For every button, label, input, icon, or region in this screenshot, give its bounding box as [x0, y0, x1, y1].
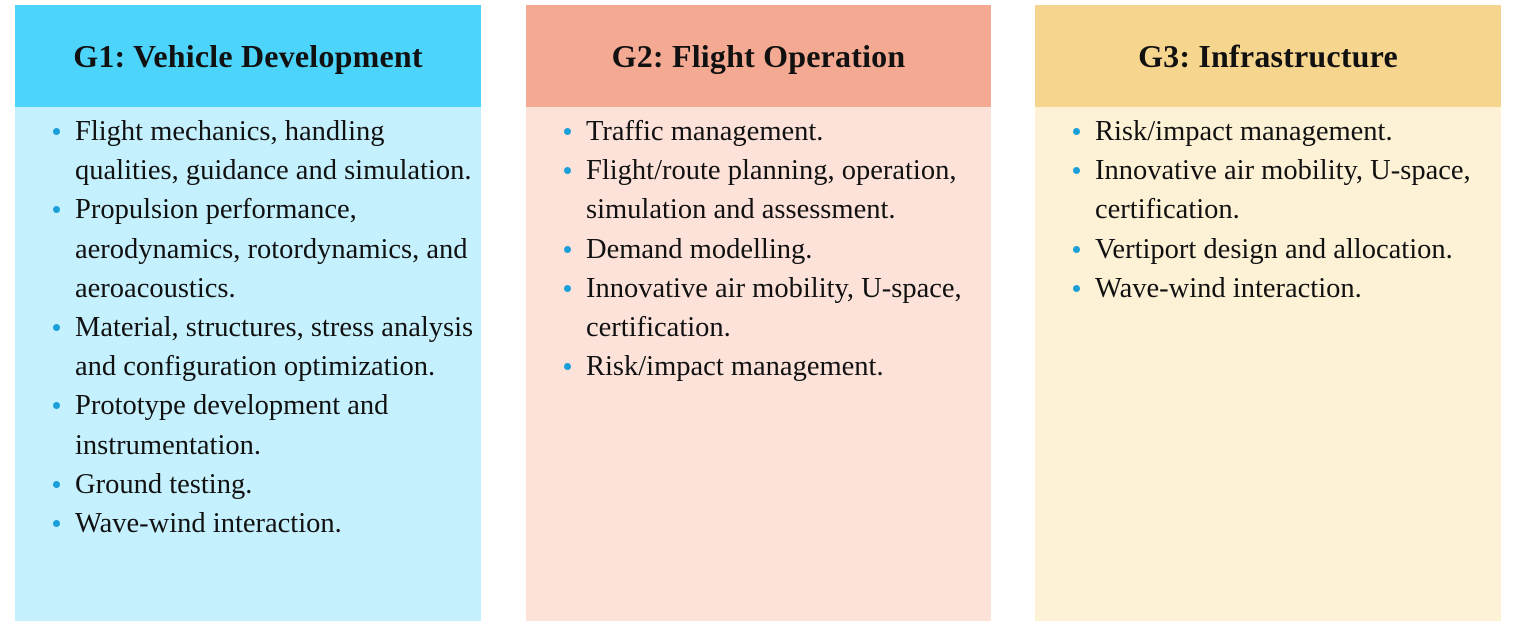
item-text: Innovative air mobility, U-space, certif… — [586, 272, 962, 344]
bullet-icon — [53, 324, 60, 332]
column-title: G3: Infrastructure — [1138, 37, 1398, 74]
list-item: Wave-wind interaction. — [53, 504, 475, 543]
list-item: Risk/impact management. — [1073, 112, 1495, 151]
list-item: Wave-wind interaction. — [1073, 269, 1495, 308]
bullet-icon — [1073, 284, 1080, 292]
item-text: Propulsion performance, aerodynamics, ro… — [75, 194, 468, 304]
column-title: G1: Vehicle Development — [73, 37, 423, 74]
column-header: G2: Flight Operation — [526, 5, 991, 107]
column-g1: G1: Vehicle Development Flight mechanics… — [15, 5, 481, 621]
column-body: Traffic management. Flight/route plannin… — [526, 107, 991, 621]
item-list: Flight mechanics, handling qualities, gu… — [53, 112, 475, 543]
item-text: Vertiport design and allocation. — [1095, 233, 1453, 265]
column-header: G3: Infrastructure — [1035, 5, 1501, 107]
column-g3: G3: Infrastructure Risk/impact managemen… — [1035, 5, 1501, 621]
bullet-icon — [564, 363, 571, 371]
list-item: Flight mechanics, handling qualities, gu… — [53, 112, 475, 190]
column-body: Risk/impact management. Innovative air m… — [1035, 107, 1501, 621]
list-item: Innovative air mobility, U-space, certif… — [564, 269, 985, 347]
bullet-icon — [53, 206, 60, 214]
item-list: Traffic management. Flight/route plannin… — [564, 112, 985, 386]
bullet-icon — [564, 128, 571, 135]
item-text: Wave-wind interaction. — [75, 508, 342, 540]
item-text: Material, structures, stress analysis an… — [75, 312, 474, 383]
item-text: Prototype development and instrumentatio… — [75, 390, 389, 461]
list-item: Vertiport design and allocation. — [1073, 230, 1495, 269]
bullet-icon — [1073, 167, 1080, 175]
list-item: Prototype development and instrumentatio… — [53, 386, 475, 464]
column-body: Flight mechanics, handling qualities, gu… — [15, 107, 481, 621]
bullet-icon — [1073, 245, 1080, 253]
item-text: Traffic management. — [586, 116, 824, 147]
bullet-icon — [53, 520, 60, 528]
bullet-icon — [53, 402, 60, 410]
item-list: Risk/impact management. Innovative air m… — [1073, 112, 1495, 308]
list-item: Ground testing. — [53, 465, 475, 504]
list-item: Material, structures, stress analysis an… — [53, 308, 475, 386]
bullet-icon — [564, 167, 571, 175]
item-text: Flight/route planning, operation, simula… — [586, 155, 957, 226]
item-text: Ground testing. — [75, 468, 253, 500]
item-text: Flight mechanics, handling qualities, gu… — [75, 116, 472, 187]
bullet-icon — [564, 245, 571, 253]
item-text: Risk/impact management. — [586, 351, 884, 383]
bullet-icon — [53, 480, 60, 488]
item-text: Demand modelling. — [586, 233, 813, 265]
column-title: G2: Flight Operation — [611, 37, 906, 74]
list-item: Demand modelling. — [564, 230, 985, 269]
item-text: Innovative air mobility, U-space, certif… — [1095, 155, 1471, 226]
column-header: G1: Vehicle Development — [15, 5, 481, 107]
list-item: Flight/route planning, operation, simula… — [564, 151, 985, 229]
bullet-icon — [564, 284, 571, 292]
bullet-icon — [53, 128, 60, 135]
item-text: Wave-wind interaction. — [1095, 272, 1362, 304]
list-item: Traffic management. — [564, 112, 985, 151]
column-g2: G2: Flight Operation Traffic management.… — [526, 5, 991, 621]
list-item: Risk/impact management. — [564, 347, 985, 386]
item-text: Risk/impact management. — [1095, 116, 1393, 147]
list-item: Innovative air mobility, U-space, certif… — [1073, 151, 1495, 229]
list-item: Propulsion performance, aerodynamics, ro… — [53, 190, 475, 308]
bullet-icon — [1073, 128, 1080, 135]
